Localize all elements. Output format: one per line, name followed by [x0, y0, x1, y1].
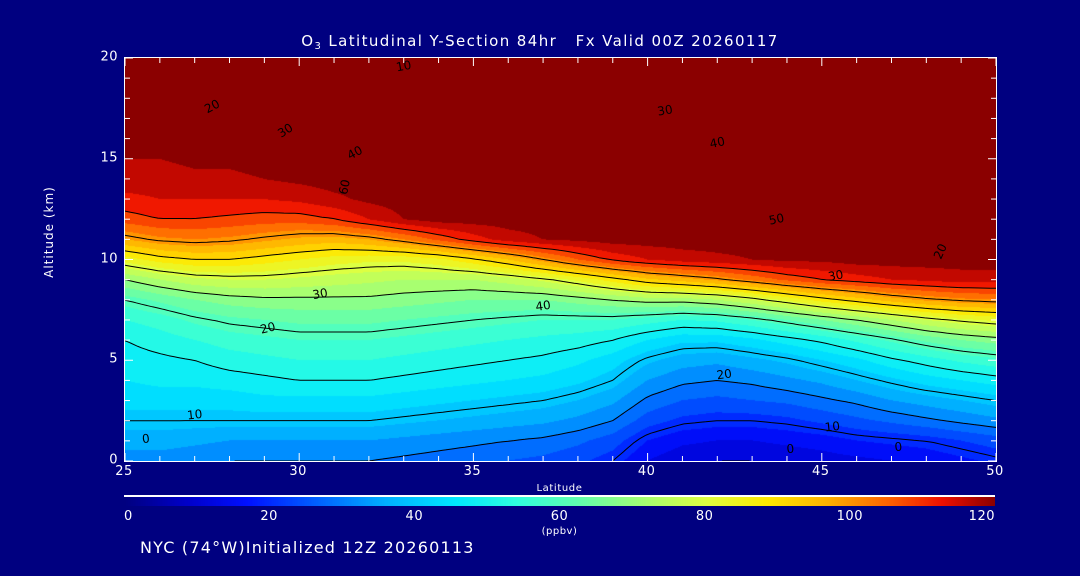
- axis-tick-marks: [125, 58, 996, 461]
- title-species: O: [301, 32, 315, 50]
- contour-label-group: 10: [824, 419, 841, 435]
- contour-label: 10: [186, 407, 203, 423]
- contour-label: 40: [708, 134, 726, 151]
- title-rest: Latitudinal Y-Section 84hr Fx Valid 00Z …: [322, 32, 779, 50]
- contour-label-group: 40: [708, 134, 726, 151]
- x-tick-label: 25: [115, 464, 133, 479]
- contour-label-group: 30: [275, 121, 295, 141]
- colorbar-tick-label: 100: [836, 509, 863, 524]
- colorbar-top-rule: [124, 495, 995, 497]
- contour-label: 10: [395, 58, 412, 74]
- contour-label-group: 20: [202, 97, 222, 117]
- colorbar-tick-label: 80: [695, 509, 714, 524]
- y-tick-label: 10: [100, 251, 118, 266]
- contour-label-group: 40: [345, 143, 365, 163]
- contour-overlay: 1020304060304050202030304020201010000: [125, 58, 996, 461]
- contour-label-group: 60: [336, 178, 353, 196]
- contour-label: 30: [827, 267, 844, 283]
- contour-line-30: [234, 380, 996, 461]
- x-tick-label: 35: [463, 464, 482, 479]
- contour-label: 40: [345, 143, 365, 163]
- contour-label: 20: [202, 97, 222, 117]
- chart-title: O3 Latitudinal Y-Section 84hr Fx Valid 0…: [0, 32, 1080, 52]
- y-axis-label: Altitude (km): [42, 186, 56, 278]
- contour-label-group: 20: [931, 242, 950, 262]
- figure-caption: NYC (74°W)Initialized 12Z 20260113: [140, 538, 475, 557]
- contour-label: 60: [336, 178, 353, 196]
- contour-line-20: [612, 420, 996, 461]
- contour-line-60: [125, 299, 996, 356]
- contour-line-70: [125, 279, 996, 338]
- contour-label-group: 20: [716, 366, 733, 382]
- contour-line-40: [125, 347, 996, 422]
- contour-label-group: 30: [656, 102, 673, 118]
- colorbar-gradient: [124, 497, 995, 506]
- colorbar-unit-label: (ppbv): [541, 526, 578, 537]
- colorbar[interactable]: [124, 495, 995, 507]
- contour-label-group: 40: [535, 298, 552, 314]
- colorbar-tick-label: 60: [550, 509, 569, 524]
- contour-label: 0: [894, 440, 903, 455]
- contour-label-group: 50: [768, 211, 786, 228]
- x-tick-label: 30: [289, 464, 307, 479]
- contour-label: 20: [716, 366, 733, 382]
- colorbar-tick-label: 20: [260, 509, 278, 524]
- contour-label: 10: [824, 419, 841, 435]
- colorbar-tick-label: 40: [405, 509, 424, 524]
- y-tick-label: 15: [100, 150, 118, 166]
- x-tick-label: 40: [637, 464, 656, 479]
- contour-label: 20: [931, 242, 950, 262]
- contour-line-80: [125, 264, 996, 325]
- contour-label-group: 20: [259, 319, 277, 336]
- contour-line-100: [125, 233, 996, 303]
- contour-label-group: 30: [827, 267, 844, 283]
- contour-line-90: [125, 249, 996, 313]
- x-tick-label: 45: [812, 464, 830, 479]
- contour-label-group: 0: [141, 431, 150, 446]
- contour-label-group: 10: [186, 407, 203, 423]
- contour-label: 30: [311, 286, 328, 302]
- y-axis-tick-labels: 0 5 10 15 20: [78, 50, 118, 468]
- plot-area[interactable]: 1020304060304050202030304020201010000: [124, 57, 997, 462]
- contour-label-group: 0: [894, 440, 903, 455]
- contour-line-50: [125, 326, 996, 381]
- colorbar-tick-labels: 0 20 40 60 80 100 120: [124, 509, 995, 527]
- contour-label-group: 0: [786, 442, 795, 457]
- contour-label: 0: [141, 431, 150, 446]
- contour-label: 20: [259, 319, 277, 336]
- title-species-subscript: 3: [314, 41, 323, 52]
- y-tick-label: 20: [100, 49, 118, 65]
- x-axis-tick-labels: 25 30 35 40 45 50: [115, 464, 1003, 484]
- ozone-heatmap: [125, 58, 996, 461]
- contour-label: 40: [535, 298, 552, 314]
- x-tick-label: 50: [986, 464, 1004, 479]
- contour-label: 50: [768, 211, 786, 228]
- contour-label: 30: [656, 102, 673, 118]
- y-tick-label: 5: [109, 351, 118, 367]
- x-axis-label: Latitude: [536, 483, 583, 494]
- contour-line-110: [125, 210, 996, 289]
- colorbar-tick-label: 120: [968, 509, 995, 524]
- contour-label-group: 30: [311, 286, 328, 302]
- contour-label: 0: [786, 442, 795, 457]
- colorbar-tick-label: 0: [124, 509, 133, 524]
- contour-label: 30: [275, 121, 295, 141]
- y-tick-label: 0: [109, 452, 118, 468]
- contour-label-group: 10: [395, 58, 412, 74]
